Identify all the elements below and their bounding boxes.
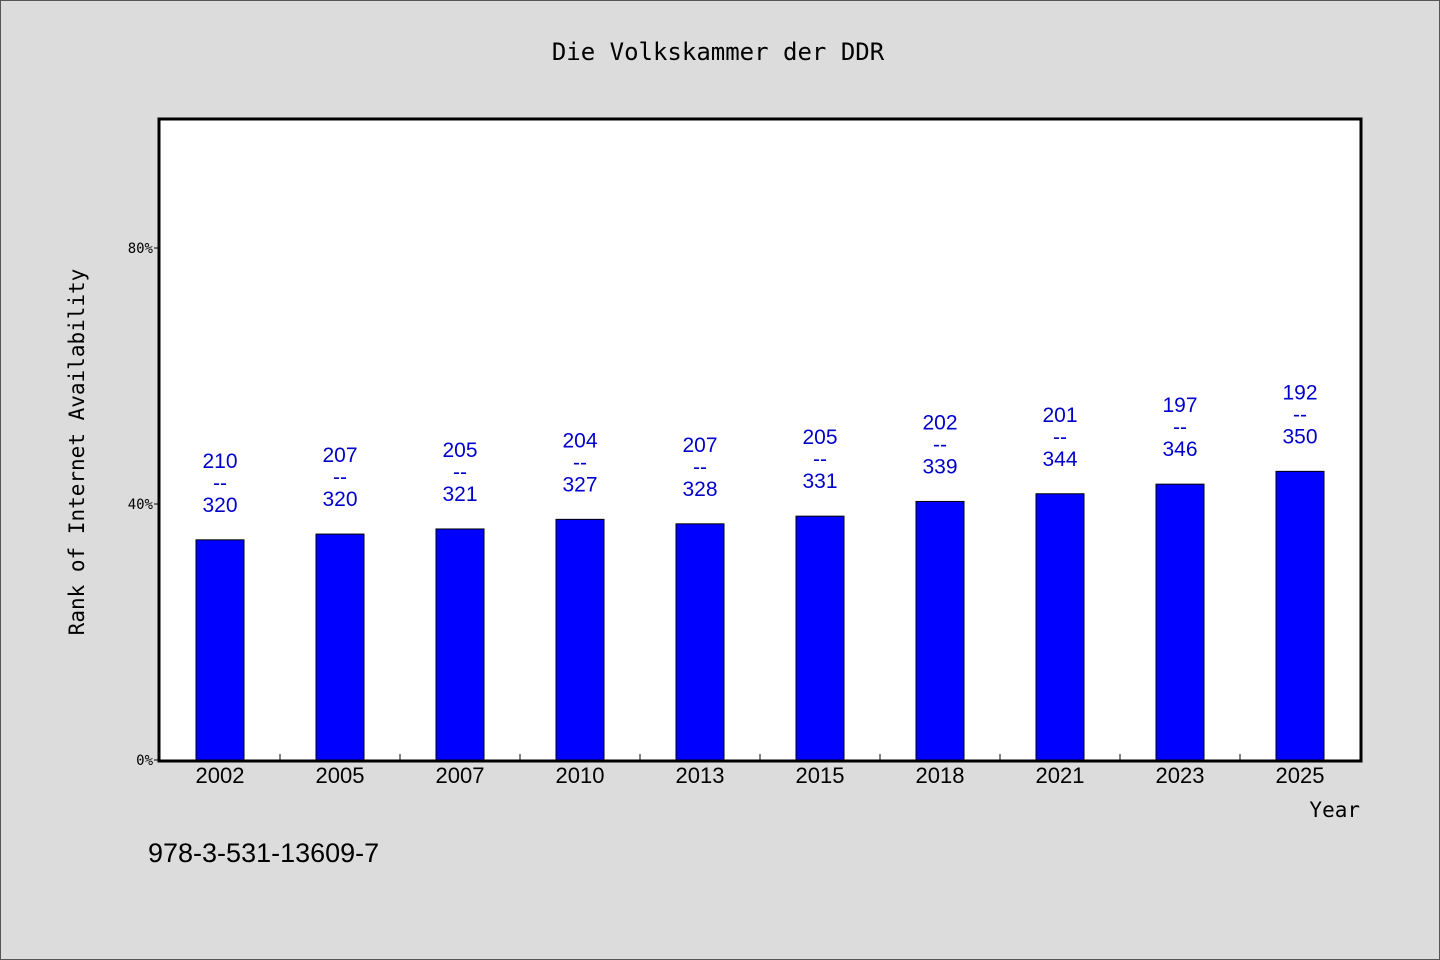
- bar-data-label: 321: [442, 483, 477, 506]
- bar-data-label: --: [1053, 426, 1067, 449]
- bar: [675, 523, 725, 761]
- bar-data-label: 327: [562, 473, 597, 496]
- bar: [795, 515, 845, 761]
- x-tick-label: 2015: [796, 763, 845, 788]
- bars-group: [195, 470, 1325, 761]
- x-tick-label: 2005: [316, 763, 365, 788]
- bar-data-label: 205: [442, 439, 477, 462]
- bar-data-label: 328: [682, 478, 717, 501]
- x-axis: 2002 2005 2007 2010 2013 2015 2018 2021 2023 2025: [196, 754, 1325, 788]
- bar: [1155, 483, 1205, 761]
- footer-isbn: 978-3-531-13609-7: [148, 838, 379, 868]
- bar-data-label: --: [693, 456, 707, 479]
- bar-data-label: 207: [682, 434, 717, 457]
- y-axis: 0% 40% 80%: [128, 241, 160, 769]
- bar-data-label: --: [213, 472, 227, 495]
- y-tick-label: 80%: [128, 241, 154, 257]
- y-axis-label: Rank of Internet Availability: [65, 269, 89, 636]
- bar-data-label: --: [813, 448, 827, 471]
- bar-data-label: 204: [562, 429, 597, 452]
- bar-data-label: 192: [1282, 381, 1317, 404]
- bar-data-label: 350: [1282, 425, 1317, 448]
- bar-data-label: --: [1293, 403, 1307, 426]
- x-tick-label: 2002: [196, 763, 245, 788]
- bar-labels-group: 210--320207--320205--321204--327207--328…: [202, 381, 1317, 516]
- bar-data-label: 201: [1042, 404, 1077, 427]
- bar-data-label: 344: [1042, 448, 1077, 471]
- bar-data-label: --: [333, 466, 347, 489]
- bar-data-label: 210: [202, 450, 237, 473]
- bar-data-label: --: [1173, 416, 1187, 439]
- bar-data-label: 202: [922, 411, 957, 434]
- bar-data-label: 331: [802, 470, 837, 493]
- x-tick-label: 2007: [436, 763, 485, 788]
- bar-data-label: 197: [1162, 394, 1197, 417]
- bar-data-label: 320: [322, 488, 357, 511]
- x-tick-label: 2018: [916, 763, 965, 788]
- bar-data-label: --: [573, 451, 587, 474]
- bar-data-label: 346: [1162, 438, 1197, 461]
- bar-data-label: --: [453, 461, 467, 484]
- bar: [915, 500, 965, 761]
- bar: [1035, 493, 1085, 761]
- y-tick-label: 0%: [136, 753, 153, 769]
- bar-data-label: 207: [322, 444, 357, 467]
- x-tick-label: 2023: [1156, 763, 1205, 788]
- chart-title: Die Volkskammer der DDR: [552, 38, 885, 66]
- bar: [195, 539, 245, 761]
- bar: [1275, 470, 1325, 761]
- x-tick-label: 2010: [556, 763, 605, 788]
- bar-data-label: 320: [202, 494, 237, 517]
- bar: [555, 518, 605, 761]
- bar: [315, 533, 365, 761]
- x-axis-label: Year: [1309, 798, 1360, 822]
- bar-data-label: --: [933, 433, 947, 456]
- x-tick-label: 2025: [1276, 763, 1325, 788]
- bar-data-label: 205: [802, 426, 837, 449]
- bar: [435, 528, 485, 761]
- y-tick-label: 40%: [128, 497, 154, 513]
- bar-data-label: 339: [922, 455, 957, 478]
- x-tick-label: 2021: [1036, 763, 1085, 788]
- x-tick-label: 2013: [676, 763, 725, 788]
